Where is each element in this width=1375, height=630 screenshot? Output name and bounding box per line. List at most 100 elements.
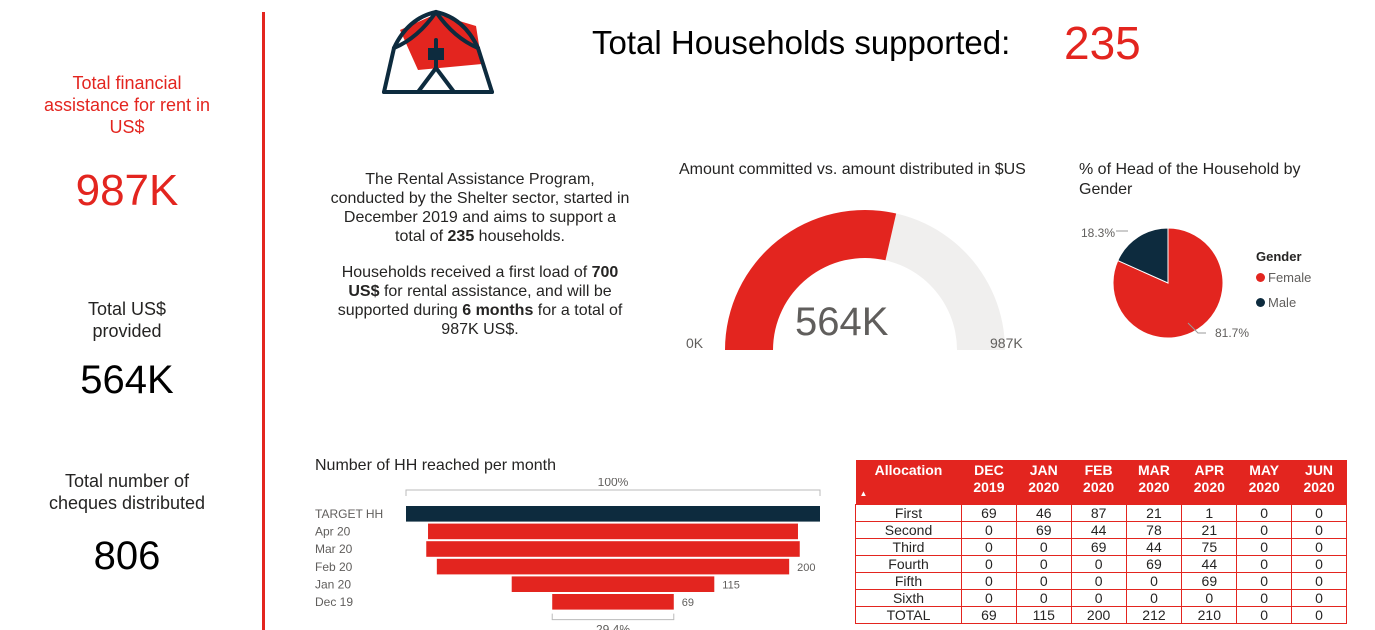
gauge-value-arc (725, 210, 897, 350)
table-cell: 115 (1015, 606, 1072, 624)
table-cell: 44 (1125, 538, 1183, 556)
pie-legend: Gender Female Male (1256, 249, 1311, 310)
table-cell: 0 (1291, 538, 1347, 556)
table-cell: 69 (1125, 555, 1183, 573)
table-row-label: Fifth (855, 572, 962, 590)
table-cell: 0 (1070, 555, 1127, 573)
table-cell: 0 (961, 538, 1017, 556)
table-cell: 0 (1291, 504, 1347, 522)
table-cell: 0 (1070, 572, 1127, 590)
table-row-label: Third (855, 538, 962, 556)
gauge-chart (725, 210, 1005, 350)
table-cell: 78 (1125, 521, 1183, 539)
table-cell: 0 (1291, 572, 1347, 590)
table-cell: 0 (961, 589, 1017, 607)
table-cell: 210 (1181, 606, 1238, 624)
table-cell: 69 (1070, 538, 1127, 556)
column-header-label: Allocation (874, 462, 943, 478)
table-row: Fourth 0 0 0 69 44 0 0 (855, 555, 1347, 573)
description-paragraph-2: Households received a first load of 700 … (337, 264, 623, 338)
column-header-year: 2020 (1138, 479, 1170, 495)
table-cell: 75 (1181, 538, 1238, 556)
table-cell: 69 (961, 504, 1017, 522)
program-description: The Rental Assistance Program, conducted… (330, 170, 630, 339)
sort-ascending-icon[interactable]: ▲ (859, 489, 868, 498)
column-header-label: JUN (1305, 462, 1334, 478)
column-header-year: 2020 (1193, 479, 1225, 495)
table-cell: 0 (1181, 589, 1238, 607)
table-cell: 0 (1236, 555, 1293, 573)
column-header-label: APR (1194, 462, 1225, 478)
column-header-label: DEC (974, 462, 1004, 478)
rent-kpi-value: 987K (75, 166, 179, 215)
column-header-month[interactable]: MAR 2020 (1126, 460, 1182, 505)
column-header-month[interactable]: DEC 2019 (961, 460, 1017, 505)
table-row: Second 0 69 44 78 21 0 0 (855, 521, 1347, 539)
funnel-bottom-percent: 29.4% (596, 623, 630, 630)
table-header-row: Allocation ▲ DEC 2019 JAN 2020 FEB 2020 MAR 2020 A… (855, 460, 1347, 505)
column-header-month[interactable]: MAY 2020 (1236, 460, 1292, 505)
funnel-category-label: Feb 20 (315, 560, 353, 574)
table-cell: 0 (1291, 521, 1347, 539)
column-header-month[interactable]: APR 2020 (1181, 460, 1237, 505)
table-cell: 21 (1181, 521, 1238, 539)
table-cell: 0 (1125, 572, 1183, 590)
households-total-value: 235 (1064, 17, 1141, 69)
column-header-year: 2020 (1083, 479, 1115, 495)
table-cell: 0 (1015, 572, 1072, 590)
table-row: Third 0 0 69 44 75 0 0 (855, 538, 1347, 556)
table-cell: 69 (1181, 572, 1238, 590)
table-cell: 0 (1236, 589, 1293, 607)
funnel-bar-dec-19 (552, 594, 674, 610)
table-cell: 0 (1015, 555, 1072, 573)
table-row: Fifth 0 0 0 0 69 0 0 (855, 572, 1347, 590)
legend-item-male[interactable]: Male (1256, 295, 1311, 310)
pie-legend-title: Gender (1256, 249, 1302, 264)
tent-icon (382, 10, 494, 94)
gauge-title: Amount committed vs. amount distributed … (679, 161, 1026, 178)
table-cell: 0 (961, 521, 1017, 539)
gauge-min-label: 0K (686, 335, 704, 351)
funnel-category-label: Jan 20 (315, 577, 351, 591)
column-header-year: 2019 (973, 479, 1005, 495)
funnel-bar-apr-20 (428, 523, 798, 540)
column-header-label: JAN (1029, 462, 1058, 478)
funnel-category-label: Apr 20 (315, 525, 351, 539)
pie-label-male: 18.3% (1081, 226, 1116, 240)
table-cell: 44 (1181, 555, 1238, 573)
table-cell: 21 (1125, 504, 1183, 522)
column-header-label: FEB (1084, 462, 1113, 478)
table-cell: 0 (1236, 538, 1293, 556)
table-cell: 0 (1236, 504, 1293, 522)
column-header-month[interactable]: JUN 2020 (1291, 460, 1347, 505)
table-cell: 0 (1236, 606, 1293, 624)
allocation-table: Allocation ▲ DEC 2019 JAN 2020 FEB 2020 MAR 2020 A… (855, 460, 1347, 624)
legend-dot-female-icon (1256, 273, 1265, 282)
funnel-category-label: TARGET HH (315, 507, 383, 521)
table-cell: 46 (1015, 504, 1072, 522)
table-row: First 69 46 87 21 1 0 0 (855, 504, 1347, 522)
legend-dot-male-icon (1256, 298, 1265, 307)
column-header-year: 2020 (1028, 479, 1060, 495)
table-cell: 0 (1291, 555, 1347, 573)
column-header-year: 2020 (1248, 479, 1280, 495)
legend-item-female[interactable]: Female (1256, 270, 1311, 285)
table-row-label: Sixth (855, 589, 962, 607)
table-cell: 0 (1291, 589, 1347, 607)
column-header-allocation[interactable]: Allocation ▲ (855, 460, 962, 505)
column-header-year: 2020 (1303, 479, 1335, 495)
column-header-month[interactable]: JAN 2020 (1016, 460, 1072, 505)
column-header-label: MAY (1249, 462, 1280, 478)
table-row-label: Fourth (855, 555, 962, 573)
column-header-month[interactable]: FEB 2020 (1071, 460, 1127, 505)
funnel-chart: 100% TARGET HH Apr 20 Mar 20 Feb 20 200 Jan 20… (315, 478, 821, 630)
funnel-data-label: 69 (682, 597, 694, 609)
table-cell: 44 (1070, 521, 1127, 539)
funnel-data-label: 115 (722, 579, 740, 591)
gauge-value-label: 564K (795, 300, 889, 344)
description-paragraph-1: The Rental Assistance Program, conducted… (330, 171, 630, 245)
provided-kpi-label: Total US$ provided (87, 299, 167, 341)
funnel-top-percent: 100% (598, 478, 629, 489)
table-cell: 0 (1291, 606, 1347, 624)
table-cell: 69 (1015, 521, 1072, 539)
